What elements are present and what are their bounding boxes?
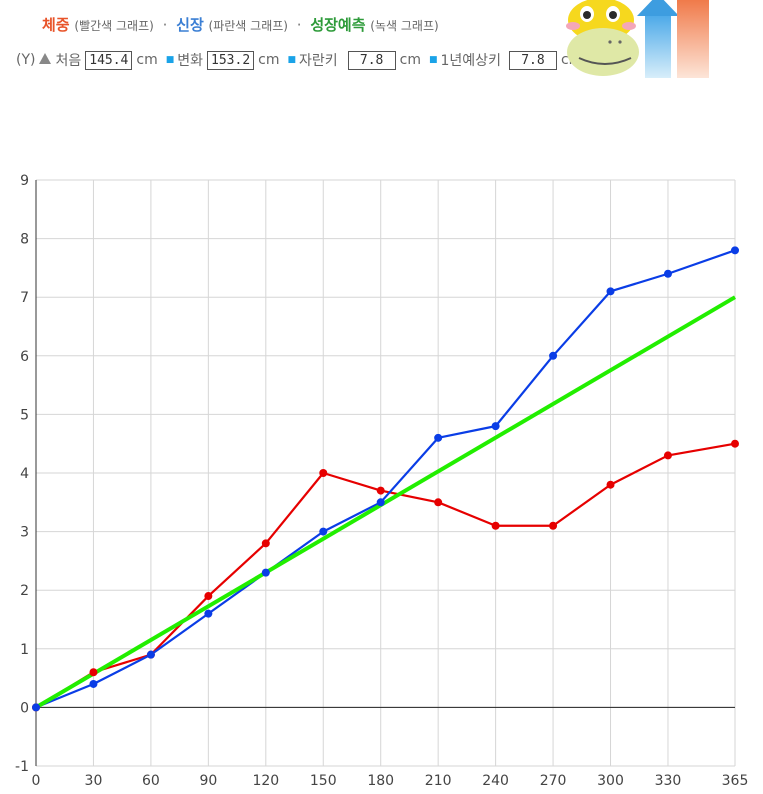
- x-tick-label: 90: [199, 773, 217, 789]
- series-line-height: [35, 249, 736, 709]
- legend-height-label: 신장: [176, 16, 204, 34]
- y-tick-label: 5: [20, 407, 29, 423]
- info-line: (Y) 처음 145.4 cm ■ 변화 153.2 cm ■ 자란키 7.8 …: [16, 50, 582, 70]
- x-tick-label: 150: [310, 773, 337, 789]
- initial-label: 처음: [55, 53, 82, 69]
- point-height: [731, 246, 739, 255]
- x-tick-label: 210: [425, 773, 452, 789]
- legend-weight-note: (빨간색 그래프): [74, 19, 154, 33]
- point-height: [606, 287, 615, 296]
- chart-grid: [35, 179, 736, 767]
- point-weight: [376, 486, 385, 495]
- square-bullet-icon: ■: [165, 55, 175, 65]
- x-tick-label: 0: [32, 773, 41, 789]
- x-tick-label: 30: [85, 773, 103, 789]
- y-tick-label: -1: [15, 759, 29, 775]
- legend-separator: ·: [162, 16, 168, 34]
- unit-label: cm: [399, 52, 421, 68]
- y-tick-label: 4: [20, 466, 29, 482]
- point-weight: [434, 498, 443, 507]
- forecast-label: 1년예상키: [440, 53, 501, 69]
- grown-value: 7.8: [347, 50, 396, 70]
- legend-separator: ·: [296, 16, 302, 34]
- x-tick-label: 365: [722, 773, 749, 789]
- x-tick-label: 240: [482, 773, 509, 789]
- point-height: [32, 703, 40, 712]
- forecast-value: 7.8: [508, 50, 557, 70]
- legend-forecast-note: (녹색 그래프): [370, 19, 439, 33]
- chart-series: [34, 249, 737, 710]
- x-tick-label: 120: [252, 773, 279, 789]
- x-tick-label: 330: [655, 773, 682, 789]
- point-weight: [663, 451, 672, 460]
- legend-line: 체중 (빨간색 그래프) · 신장 (파란색 그래프) · 성장예측 (녹색 그…: [42, 14, 439, 35]
- chart-axes: [35, 180, 735, 766]
- series-line-weight: [35, 442, 736, 709]
- x-tick-label: 60: [142, 773, 160, 789]
- point-height: [146, 650, 155, 659]
- point-weight: [606, 480, 615, 489]
- point-height: [204, 609, 213, 618]
- point-height: [434, 433, 443, 442]
- point-height: [319, 527, 328, 536]
- y-tick-label: 3: [20, 525, 29, 541]
- point-height: [89, 679, 98, 688]
- point-weight: [319, 469, 328, 477]
- point-weight: [204, 592, 213, 601]
- change-label: 변화: [177, 53, 204, 69]
- y-tick-label: 2: [20, 583, 29, 599]
- up-arrow-icon: [39, 52, 52, 64]
- legend-weight-label: 체중: [42, 16, 70, 34]
- x-tick-label: 300: [597, 773, 624, 789]
- point-weight: [549, 521, 558, 530]
- mascot-illustration: [566, 0, 709, 78]
- x-tick-label: 270: [540, 773, 567, 789]
- point-height: [549, 351, 558, 360]
- y-tick-label: 8: [20, 232, 29, 248]
- point-weight: [89, 668, 98, 677]
- point-height: [663, 269, 672, 278]
- chart-markers: [32, 246, 739, 712]
- change-value: 153.2: [207, 50, 255, 70]
- y-axis-label: (Y): [16, 52, 36, 68]
- point-height: [376, 498, 385, 507]
- legend-forecast-label: 성장예측: [310, 16, 366, 34]
- initial-value: 145.4: [85, 50, 133, 70]
- x-tick-label: 180: [367, 773, 394, 789]
- square-bullet-icon: ■: [429, 55, 438, 65]
- point-height: [261, 568, 270, 577]
- y-tick-label: 6: [20, 349, 29, 365]
- legend-height-note: (파란색 그래프): [208, 19, 288, 33]
- y-tick-label: 7: [20, 290, 29, 306]
- square-bullet-icon: ■: [287, 55, 297, 65]
- y-tick-label: 1: [20, 642, 29, 658]
- unit-label: cm: [258, 52, 280, 68]
- point-weight: [731, 439, 739, 448]
- y-tick-label: 9: [20, 173, 29, 189]
- series-line-forecast: [34, 295, 737, 710]
- y-tick-label: 0: [20, 700, 29, 716]
- point-height: [491, 422, 500, 431]
- point-weight: [261, 539, 270, 548]
- unit-label: cm: [136, 52, 158, 68]
- point-weight: [491, 521, 500, 530]
- grown-label: 자란키: [299, 53, 338, 69]
